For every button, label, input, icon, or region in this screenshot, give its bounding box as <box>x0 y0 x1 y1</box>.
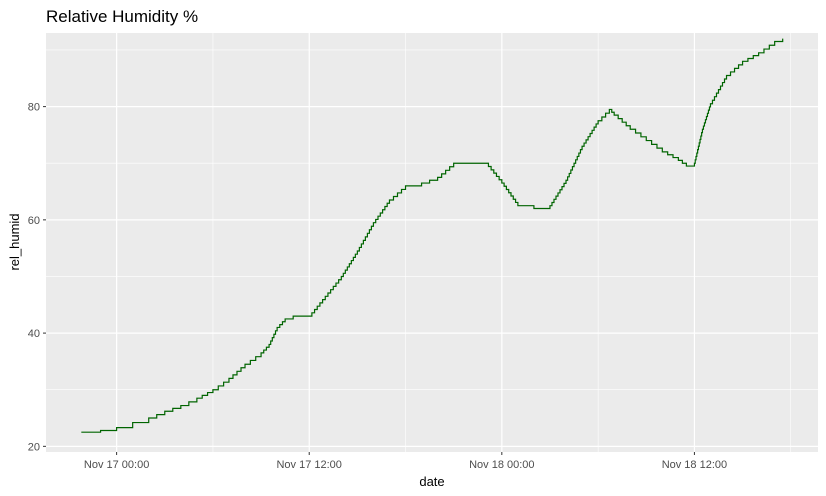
y-tick-label: 40 <box>28 328 40 340</box>
y-axis: 20 40 60 80 <box>28 102 46 453</box>
plot-panel <box>46 33 818 452</box>
y-tick-label: 60 <box>28 215 40 227</box>
x-tick-label: Nov 17 12:00 <box>276 459 341 471</box>
series-layer <box>81 38 784 433</box>
x-tick-label: Nov 18 00:00 <box>469 459 534 471</box>
grid-minor <box>46 33 818 452</box>
y-tick-label: 80 <box>28 102 40 114</box>
chart-title: Relative Humidity % <box>46 7 198 26</box>
y-tick-label: 20 <box>28 441 40 453</box>
x-axis-title: date <box>419 474 444 489</box>
y-axis-title: rel_humid <box>7 213 22 270</box>
x-tick-label: Nov 18 12:00 <box>662 459 727 471</box>
x-tick-label: Nov 17 00:00 <box>84 459 149 471</box>
x-axis: Nov 17 00:00 Nov 17 12:00 Nov 18 00:00 Nov … <box>84 452 727 471</box>
grid-major <box>46 33 818 452</box>
series-line <box>81 38 784 433</box>
